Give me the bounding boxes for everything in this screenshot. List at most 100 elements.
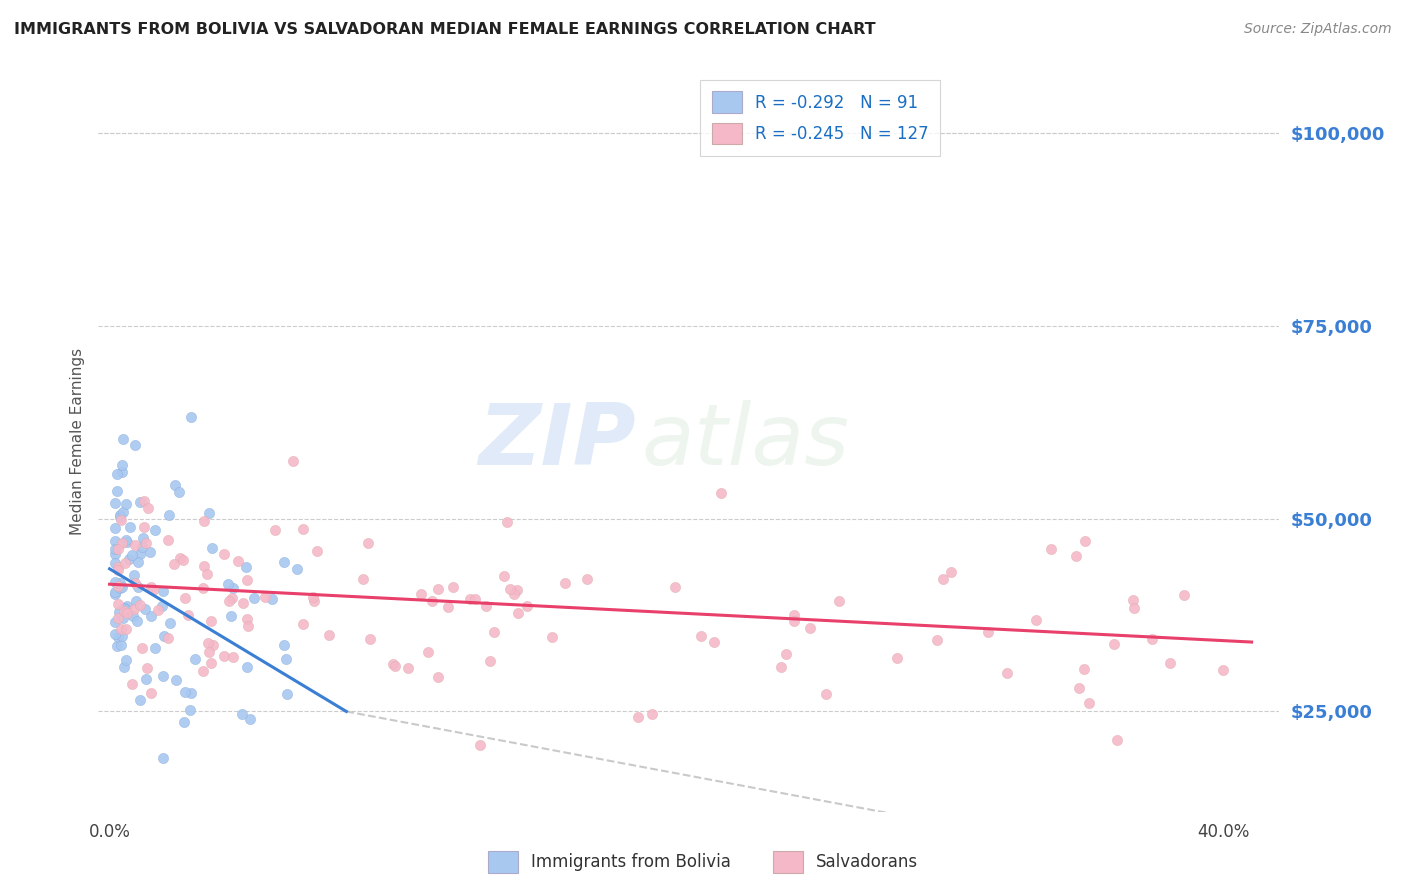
Point [124, 575, 146, 590]
Point [132, 494, 155, 508]
Point [105, 484, 128, 499]
Point [122, 602, 145, 616]
Point [212, 547, 235, 561]
Point [180, 409, 202, 424]
Point [1105, 733, 1128, 747]
Point [122, 567, 145, 582]
Point [193, 559, 215, 574]
Point [783, 607, 806, 622]
Point [111, 505, 134, 519]
Point [143, 641, 166, 656]
Point [142, 583, 165, 598]
Point [886, 650, 908, 665]
Point [136, 661, 159, 675]
Point [110, 638, 132, 652]
Point [516, 599, 538, 613]
Point [174, 591, 197, 606]
Point [420, 594, 443, 608]
Point [769, 660, 792, 674]
Point [575, 572, 598, 586]
Point [495, 515, 517, 529]
Point [104, 557, 127, 571]
Point [159, 615, 181, 630]
Point [163, 558, 186, 572]
Point [499, 582, 522, 597]
Point [198, 644, 221, 658]
Point [118, 520, 141, 534]
Point [110, 513, 132, 527]
Point [243, 591, 266, 606]
Point [302, 590, 325, 604]
Point [281, 454, 304, 468]
Text: ZIP: ZIP [478, 400, 636, 483]
Point [200, 656, 222, 670]
Point [115, 622, 138, 636]
Point [426, 669, 449, 683]
Point [124, 437, 146, 451]
Point [232, 596, 254, 610]
Point [292, 617, 315, 632]
Point [127, 555, 149, 569]
Point [132, 531, 155, 545]
Point [114, 601, 136, 615]
Point [1069, 681, 1091, 695]
Point [396, 661, 419, 675]
Point [198, 506, 221, 520]
Point [127, 614, 149, 628]
Point [117, 599, 139, 613]
Point [105, 639, 128, 653]
Point [195, 566, 218, 581]
Point [1073, 662, 1095, 676]
Point [1064, 549, 1087, 563]
Point [172, 553, 194, 567]
Point [108, 510, 131, 524]
Point [302, 594, 325, 608]
Point [1104, 637, 1126, 651]
Point [689, 629, 711, 643]
Point [139, 608, 162, 623]
Point [135, 535, 157, 549]
Point [703, 634, 725, 648]
Point [253, 590, 276, 604]
Point [173, 685, 195, 699]
Point [927, 632, 949, 647]
Point [1025, 613, 1047, 627]
Point [104, 541, 127, 556]
Point [1122, 592, 1144, 607]
Point [108, 575, 131, 590]
Point [111, 580, 134, 594]
Point [115, 533, 138, 547]
Point [107, 560, 129, 574]
Point [167, 485, 190, 500]
Point [468, 739, 491, 753]
Point [115, 606, 138, 620]
Point [416, 645, 439, 659]
Point [177, 608, 200, 623]
Point [219, 609, 242, 624]
Point [626, 710, 648, 724]
Point [117, 552, 139, 566]
Point [157, 631, 180, 645]
Point [169, 551, 191, 566]
Point [799, 621, 821, 635]
Point [111, 465, 134, 479]
Point [152, 584, 174, 599]
Point [110, 508, 132, 522]
Point [540, 630, 562, 644]
Point [262, 592, 284, 607]
Point [318, 628, 340, 642]
Point [114, 604, 136, 618]
Point [104, 534, 127, 549]
Point [135, 673, 157, 687]
Point [127, 580, 149, 594]
Point [238, 619, 260, 633]
Point [104, 627, 127, 641]
Point [409, 587, 432, 601]
Point [115, 497, 138, 511]
Point [1123, 601, 1146, 615]
Y-axis label: Median Female Earnings: Median Female Earnings [69, 348, 84, 535]
Point [112, 432, 135, 446]
Point [115, 535, 138, 549]
Point [124, 537, 146, 551]
Point [1078, 696, 1101, 710]
